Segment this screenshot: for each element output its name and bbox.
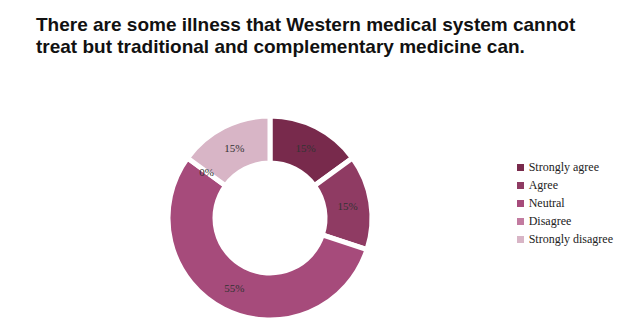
svg-text:15%: 15% <box>296 142 316 154</box>
html-text:Agree: Agree <box>528 177 558 192</box>
svg-text:15%: 15% <box>224 142 244 154</box>
html-text:Strongly agree: Strongly agree <box>528 159 599 174</box>
svg-text:15%: 15% <box>337 200 357 212</box>
svg-text:55%: 55% <box>224 282 244 294</box>
svg-text:0%: 0% <box>199 166 214 178</box>
html-text:Neutral: Neutral <box>528 195 565 210</box>
html-text:Disagree: Disagree <box>528 213 572 228</box>
html-text:There are some illness that We: There are some illness that Western medi… <box>36 14 576 57</box>
html-text:Strongly disagree: Strongly disagree <box>528 231 613 246</box>
